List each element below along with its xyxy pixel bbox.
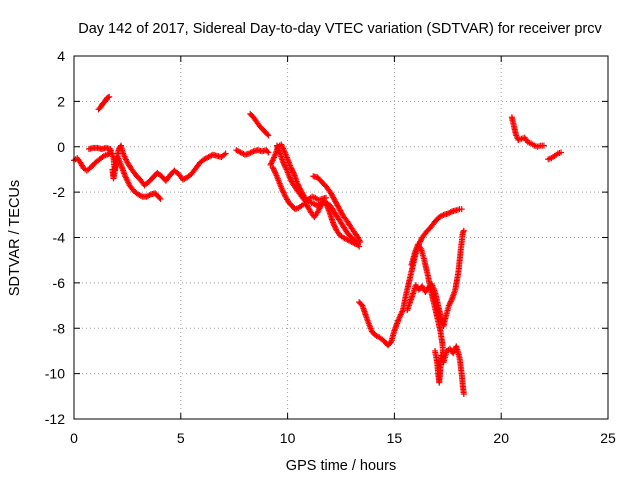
- data-point: [460, 391, 467, 398]
- series-seg1: [71, 150, 113, 174]
- data-point: [264, 131, 271, 138]
- series-seg13: [408, 241, 467, 398]
- series-seg11: [356, 206, 465, 349]
- data-point: [540, 142, 547, 149]
- x-tick-label: 10: [280, 430, 296, 446]
- series-seg6: [247, 110, 272, 139]
- x-tick-label: 0: [70, 430, 78, 446]
- data-point: [288, 177, 295, 184]
- data-point: [458, 206, 465, 213]
- data-point: [278, 141, 285, 148]
- data-point: [288, 178, 295, 185]
- series-seg12: [404, 227, 467, 329]
- data-point: [288, 165, 295, 172]
- data-point: [558, 149, 565, 156]
- data-point: [289, 166, 296, 173]
- chart-title: Day 142 of 2017, Sidereal Day-to-day VTE…: [78, 21, 602, 37]
- data-point: [270, 165, 277, 172]
- series-seg14: [431, 347, 445, 386]
- y-axis-label: SDTVAR / TECUs: [7, 180, 23, 296]
- data-point: [271, 168, 278, 175]
- series-seg9: [273, 142, 330, 205]
- data-point: [222, 150, 229, 157]
- data-point: [264, 148, 271, 155]
- data-point: [357, 239, 364, 246]
- data-point: [279, 186, 286, 193]
- data-point: [269, 164, 276, 171]
- series-seg2: [85, 142, 229, 189]
- y-tick-label: -2: [53, 184, 66, 200]
- data-point: [270, 166, 277, 173]
- data-point: [272, 169, 279, 176]
- data-point: [286, 174, 293, 181]
- data-point: [289, 168, 296, 175]
- data-point: [446, 301, 453, 308]
- data-point: [265, 132, 272, 139]
- data-point: [417, 237, 424, 244]
- data-point: [156, 194, 163, 201]
- series-seg3: [95, 93, 113, 113]
- y-tick-label: 0: [57, 139, 65, 155]
- data-point: [280, 189, 287, 196]
- data-point: [265, 149, 272, 156]
- data-point: [330, 220, 337, 227]
- data-point: [315, 208, 322, 215]
- x-axis-label: GPS time / hours: [286, 458, 396, 474]
- x-tick-label: 20: [493, 430, 509, 446]
- data-points: [71, 93, 565, 398]
- data-point: [438, 352, 445, 359]
- data-point: [280, 159, 287, 166]
- data-point: [331, 223, 338, 230]
- data-point: [106, 93, 113, 100]
- x-tick-label: 25: [600, 430, 616, 446]
- data-point: [282, 165, 289, 172]
- data-point: [287, 164, 294, 171]
- y-tick-label: 4: [57, 48, 65, 64]
- data-point: [352, 241, 359, 248]
- data-point: [332, 224, 339, 231]
- data-point: [450, 350, 457, 357]
- series-seg15: [508, 114, 547, 150]
- x-tick-label: 5: [177, 430, 185, 446]
- x-tick-label: 15: [387, 430, 403, 446]
- data-point: [287, 175, 294, 182]
- y-tick-label: 2: [57, 93, 65, 109]
- grid: [74, 56, 608, 419]
- series-seg8: [269, 164, 359, 248]
- series-seg4: [109, 153, 164, 202]
- data-point: [445, 302, 452, 309]
- series-seg10: [310, 173, 364, 246]
- plot-frame: [73, 55, 609, 420]
- data-point: [281, 190, 288, 197]
- data-point: [316, 205, 323, 212]
- y-tick-label: -6: [53, 275, 66, 291]
- series-seg16: [545, 149, 565, 163]
- data-point: [460, 227, 467, 234]
- y-tick-label: -8: [53, 320, 66, 336]
- data-point: [447, 299, 454, 306]
- data-point: [323, 194, 330, 201]
- y-tick-label: -10: [45, 366, 65, 382]
- data-point: [447, 298, 454, 305]
- data-point: [282, 163, 289, 170]
- data-point: [356, 243, 363, 250]
- data-point: [331, 222, 338, 229]
- data-point: [314, 209, 321, 216]
- y-tick-label: -12: [45, 411, 65, 427]
- data-point: [281, 162, 288, 169]
- axis-ticks: 0 5 10 15 20 25 -12 -10 -8 -6 -4 -2 0 2 4: [45, 48, 616, 446]
- data-point: [157, 195, 164, 202]
- data-point: [315, 206, 322, 213]
- data-point: [290, 169, 297, 176]
- series-seg5: [233, 147, 272, 158]
- data-point: [279, 188, 286, 195]
- data-point: [448, 297, 455, 304]
- y-tick-label: -4: [53, 230, 66, 246]
- data-point: [280, 160, 287, 167]
